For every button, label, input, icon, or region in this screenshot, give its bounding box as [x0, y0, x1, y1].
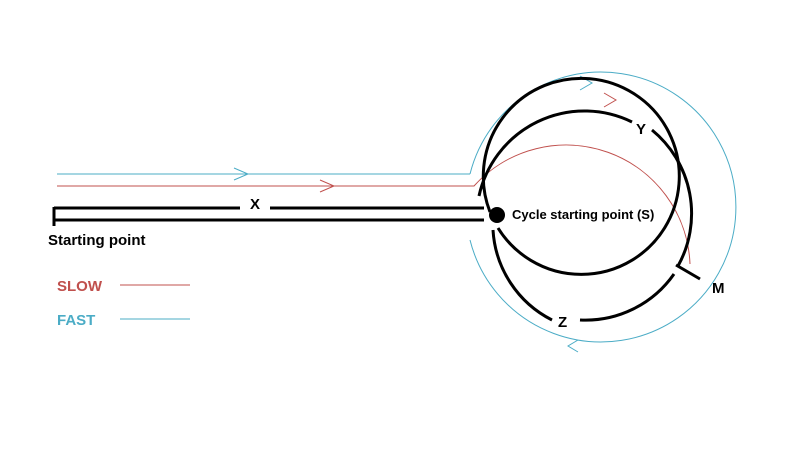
- inner-arc-right: [651, 128, 694, 267]
- inner-loop-ring: [481, 76, 681, 276]
- slow-loop-arc: [461, 144, 691, 265]
- fast-arrow-bottom: [567, 339, 579, 353]
- slow-arrow-top: [603, 92, 617, 108]
- cycle-start-dot: [489, 207, 505, 223]
- track: [52, 76, 701, 322]
- y-label: Y: [636, 121, 646, 138]
- m-label: M: [712, 280, 725, 297]
- fast-arrow-straight: [233, 167, 250, 181]
- inner-arc-bottom-left: [491, 229, 553, 322]
- inner-arc-bottom-right: [579, 273, 676, 322]
- slow-path: [57, 92, 691, 265]
- start-label: Starting point: [48, 232, 146, 249]
- z-label: Z: [558, 314, 567, 331]
- legend-fast-label: FAST: [57, 312, 95, 329]
- inner-arc-top-left: [477, 109, 633, 197]
- x-label: X: [250, 196, 260, 213]
- cycle-start-label: Cycle starting point (S): [512, 207, 654, 222]
- legend: SLOW FAST: [57, 278, 190, 329]
- slow-arrow-straight: [319, 179, 336, 193]
- legend-slow-label: SLOW: [57, 278, 103, 295]
- m-tick: [675, 263, 701, 281]
